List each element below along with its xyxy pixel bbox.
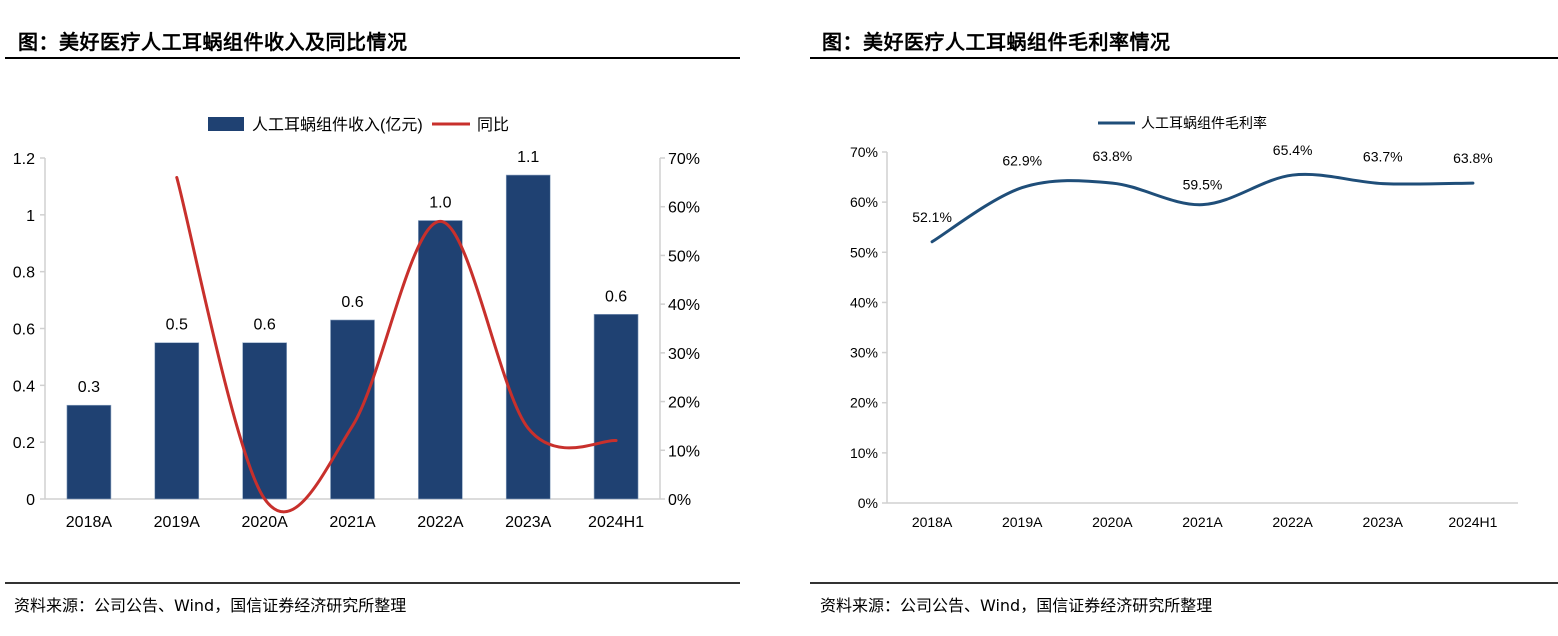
x-tick-label: 2019A (154, 514, 201, 531)
legend-line-label: 同比 (477, 116, 509, 134)
y-tick-label: 20% (850, 395, 878, 411)
x-tick-label: 2018A (912, 514, 953, 530)
revenue-bar (154, 342, 200, 500)
revenue-bar-label: 0.3 (78, 379, 100, 396)
revenue-bar-label: 0.5 (166, 317, 188, 334)
margin-data-label: 59.5% (1183, 177, 1223, 193)
left-y-tick-label: 0.8 (13, 265, 35, 282)
right-title-rule (810, 57, 1558, 59)
left-figure-panel: 图：美好医疗人工耳蜗组件收入及同比情况 0 0.2 0.4 0.6 0.8 1 1.2 0% 1… (0, 0, 760, 636)
right-y-tick-label: 70% (668, 151, 700, 168)
x-tick-label: 2024H1 (588, 514, 644, 531)
margin-data-label: 63.8% (1093, 148, 1133, 164)
right-y-tick-label: 60% (668, 200, 700, 217)
legend-line-label: 人工耳蜗组件毛利率 (1141, 115, 1267, 131)
right-y-tick-label: 40% (668, 297, 700, 314)
x-tick-label: 2020A (242, 514, 289, 531)
revenue-bar (66, 404, 112, 500)
revenue-bar-label: 0.6 (341, 294, 363, 311)
revenue-bar-label: 1.1 (517, 149, 539, 166)
revenue-bar (330, 319, 375, 500)
margin-data-label: 63.8% (1453, 150, 1493, 166)
margin-data-label: 62.9% (1002, 153, 1042, 169)
revenue-bar (418, 220, 463, 500)
revenue-bar-label: 1.0 (429, 195, 451, 212)
margin-data-label: 65.4% (1273, 142, 1313, 158)
y-tick-label: 50% (850, 244, 878, 260)
right-source-rule (810, 582, 1558, 584)
revenue-yoy-chart: 0 0.2 0.4 0.6 0.8 1 1.2 0% 10% 20% 30% 40% 50% 60% 70%… (13, 116, 700, 531)
margin-data-label: 63.7% (1363, 149, 1403, 165)
left-y-tick-label: 1.2 (13, 151, 35, 168)
left-y-tick-label: 1 (26, 208, 35, 225)
left-figure-title: 图：美好医疗人工耳蜗组件收入及同比情况 (18, 30, 408, 54)
revenue-bar (505, 174, 551, 500)
left-y-tick-label: 0 (26, 492, 35, 509)
y-tick-label: 70% (850, 144, 878, 160)
revenue-bar (593, 313, 639, 500)
left-source-rule (5, 582, 740, 584)
left-y-tick-label: 0.4 (13, 378, 35, 395)
x-tick-label: 2021A (329, 514, 376, 531)
y-tick-label: 40% (850, 294, 878, 310)
right-y-tick-label: 20% (668, 395, 700, 412)
left-y-tick-label: 0.6 (13, 322, 35, 339)
x-tick-label: 2024H1 (1448, 514, 1497, 530)
right-y-tick-label: 10% (668, 443, 700, 460)
right-source-note: 资料来源：公司公告、Wind，国信证券经济研究所整理 (820, 596, 1213, 615)
revenue-bar-label: 0.6 (605, 288, 627, 305)
x-tick-label: 2022A (417, 514, 464, 531)
y-tick-label: 30% (850, 345, 878, 361)
right-figure-panel: 图：美好医疗人工耳蜗组件毛利率情况 0% 10% 20% 30% 40% 50% 60% 70… (790, 0, 1558, 636)
x-tick-label: 2018A (66, 514, 113, 531)
left-title-rule (5, 57, 740, 59)
revenue-bar-label: 0.6 (254, 317, 276, 334)
y-tick-label: 0% (858, 495, 878, 511)
right-y-tick-label: 30% (668, 346, 700, 363)
y-tick-label: 10% (850, 445, 878, 461)
legend-bar-swatch (208, 117, 244, 131)
legend-bar-label: 人工耳蜗组件收入(亿元) (252, 116, 423, 134)
right-figure-title: 图：美好医疗人工耳蜗组件毛利率情况 (822, 30, 1171, 54)
gross-margin-chart: 0% 10% 20% 30% 40% 50% 60% 70% 2018A 52.1% 2019A 62… (850, 115, 1518, 530)
x-tick-label: 2022A (1272, 514, 1313, 530)
right-y-tick-label: 50% (668, 248, 700, 265)
left-y-tick-label: 0.2 (13, 435, 35, 452)
left-source-note: 资料来源：公司公告、Wind，国信证券经济研究所整理 (14, 596, 407, 615)
yoy-line (175, 175, 618, 514)
x-tick-label: 2021A (1182, 514, 1223, 530)
revenue-bar (242, 342, 287, 500)
margin-data-label: 52.1% (912, 209, 952, 225)
y-tick-label: 60% (850, 194, 878, 210)
x-tick-label: 2020A (1092, 514, 1133, 530)
x-tick-label: 2023A (1363, 514, 1404, 530)
x-tick-label: 2023A (505, 514, 552, 531)
x-tick-label: 2019A (1002, 514, 1043, 530)
right-y-tick-label: 0% (668, 492, 691, 509)
